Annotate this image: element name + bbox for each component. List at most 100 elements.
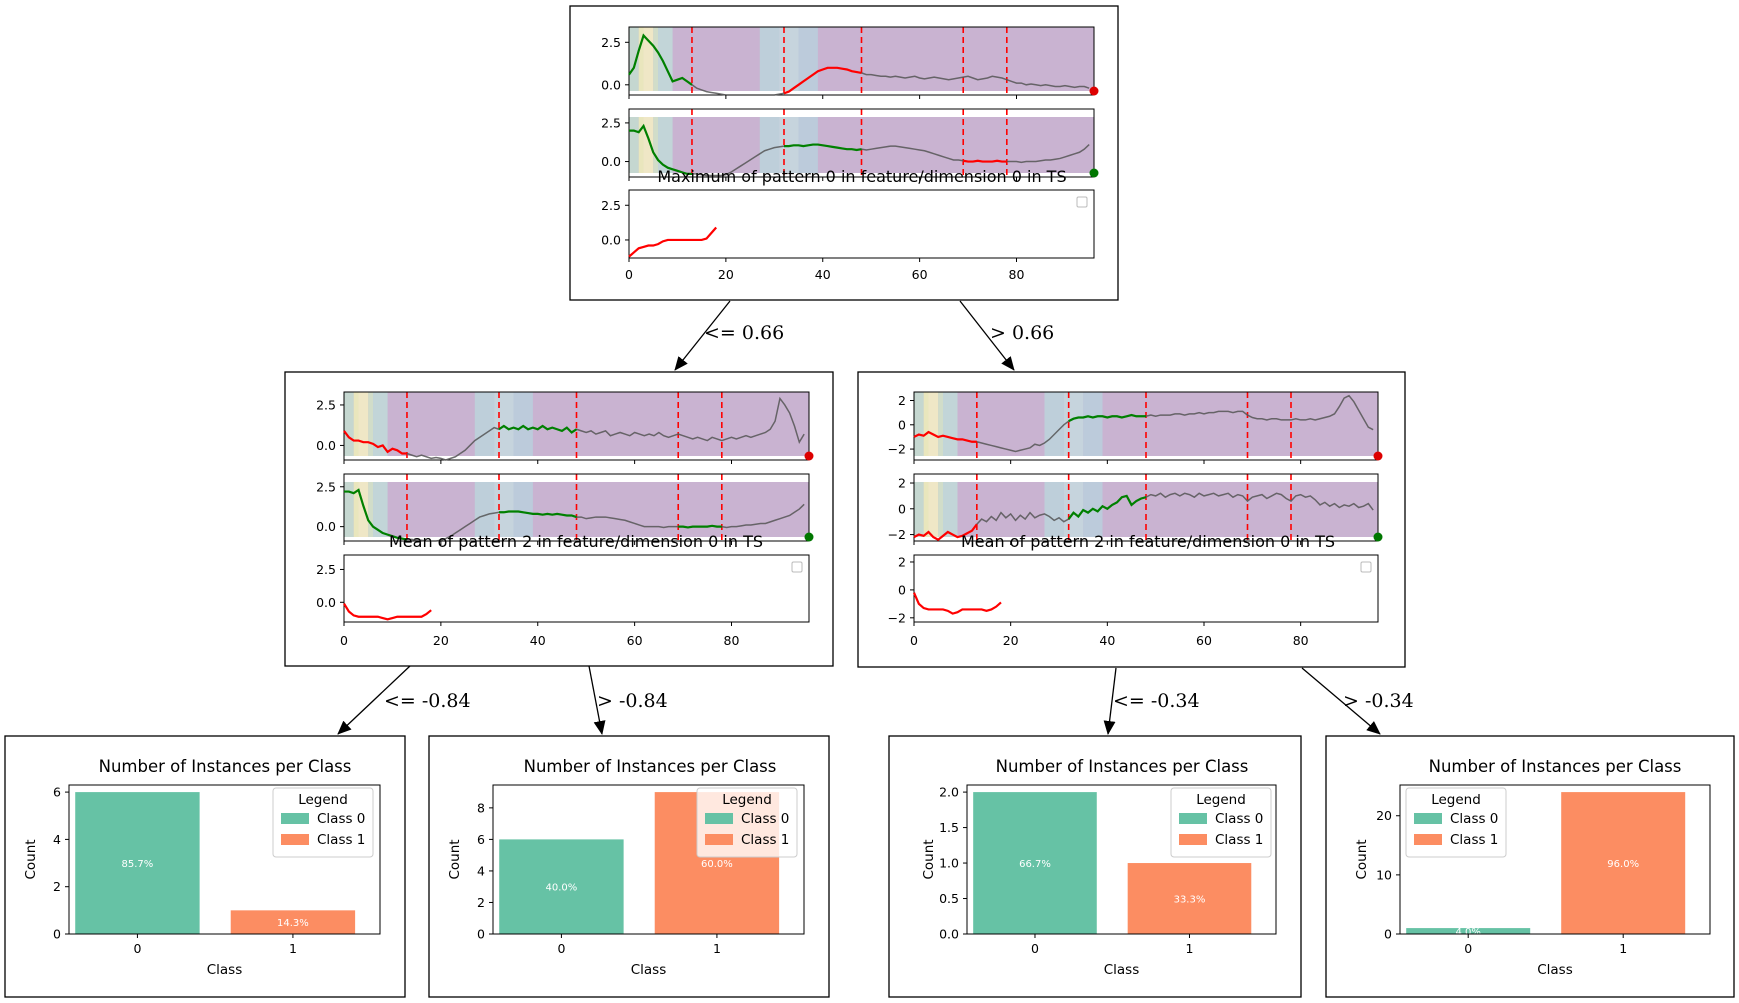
legend-title: Legend xyxy=(1431,792,1481,808)
heatmap-band xyxy=(353,392,359,456)
leaf-0-chart: Number of Instances per Class 85.7% 14.3% 0… xyxy=(23,757,381,978)
series-end-marker xyxy=(1373,451,1383,461)
x-tick-label: 60 xyxy=(627,633,643,648)
highlight-segment xyxy=(343,603,432,621)
bar-percent-label: 33.3% xyxy=(1174,895,1206,906)
highlight-segment xyxy=(1068,413,1146,423)
heatmap-band xyxy=(658,27,673,91)
legend-swatch xyxy=(281,813,309,824)
legend-entry: Class 1 xyxy=(317,832,365,848)
heatmap-band xyxy=(358,482,369,537)
legend-entry: Class 0 xyxy=(317,811,365,827)
x-tick-label: 80 xyxy=(1293,633,1309,648)
y-tick-label: 1.5 xyxy=(939,820,959,835)
leaf-2-chart: Number of Instances per Class 66.7% 33.3% 0… xyxy=(921,757,1277,978)
edge-right-leaf3: > -0.34 xyxy=(1301,667,1414,735)
y-tick-label: 20 xyxy=(1376,808,1392,823)
bar-percent-label: 96.0% xyxy=(1607,859,1639,870)
panel-frame xyxy=(913,554,1379,623)
x-tick-label: 20 xyxy=(1003,633,1019,648)
x-tick-label: 0 xyxy=(1464,941,1472,956)
panel-frame xyxy=(343,554,810,623)
heatmap-band xyxy=(643,117,654,173)
x-tick-label: 1 xyxy=(1186,941,1194,956)
legend-swatch xyxy=(1414,834,1442,845)
bar-percent-label: 85.7% xyxy=(122,859,154,870)
axes-frame xyxy=(68,784,381,935)
edge-root-left: <= 0.66 xyxy=(674,300,784,371)
y-tick-label: 0.0 xyxy=(601,154,621,169)
y-tick-label: 8 xyxy=(477,800,485,815)
x-tick-label: 40 xyxy=(815,267,831,282)
heatmap-band xyxy=(779,27,799,91)
highlight-segment xyxy=(628,226,718,258)
heatmap-band xyxy=(928,482,939,537)
legend: Legend Class 0 Class 1 xyxy=(1170,787,1272,858)
heatmap-band xyxy=(474,482,495,537)
y-tick-label: 2.5 xyxy=(316,479,336,494)
node-left-box xyxy=(284,371,834,667)
y-axis-label: Count xyxy=(921,839,937,879)
legend: Legend Class 0 Class 1 xyxy=(696,787,798,858)
bar-class-1 xyxy=(230,910,356,934)
bar-class-0 xyxy=(973,792,1097,934)
legend-entry: Class 1 xyxy=(741,832,789,848)
heatmap-band xyxy=(513,482,533,537)
heatmap-band xyxy=(1083,392,1103,456)
ts-panel-series-a: 2 0 −2 xyxy=(888,391,1383,464)
edge-left-leaf0: <= -0.84 xyxy=(337,665,471,735)
highlight-segment xyxy=(784,143,862,152)
highlight-segment xyxy=(498,424,578,434)
panel-frame xyxy=(628,189,1095,259)
heatmap-band xyxy=(943,392,958,456)
leaf-1-box xyxy=(428,735,830,998)
x-tick-label: 60 xyxy=(912,267,928,282)
leaf-3-chart: Number of Instances per Class 4.0% 96.0% 0 1… xyxy=(1354,757,1711,978)
highlight-segment xyxy=(344,488,408,541)
heatmap-band xyxy=(629,27,639,91)
y-tick-label: 2.5 xyxy=(316,397,336,412)
heatmap-band xyxy=(344,392,354,456)
x-tick-label: 1 xyxy=(289,941,297,956)
highlight-segment xyxy=(629,123,692,176)
leaf-title: Number of Instances per Class xyxy=(996,757,1249,776)
legend-title: Legend xyxy=(1196,792,1246,808)
leaf-title: Number of Instances per Class xyxy=(524,757,777,776)
ts-panel-series-b: 2 0 −2 xyxy=(888,473,1383,545)
x-tick-label: 0 xyxy=(1031,941,1039,956)
series-end-marker xyxy=(1089,168,1099,178)
edge-label: <= -0.84 xyxy=(384,690,471,712)
panel-frame xyxy=(913,391,1379,461)
heatmap-band xyxy=(653,117,659,173)
y-tick-label: 0.0 xyxy=(316,438,336,453)
panel-frame xyxy=(628,26,1095,96)
legend-entry: Class 0 xyxy=(1215,811,1263,827)
heatmap-band xyxy=(923,482,929,537)
bar-class-0 xyxy=(499,839,624,934)
heatmap-band xyxy=(373,392,388,456)
heatmap-band xyxy=(653,27,659,91)
heatmap-band xyxy=(1063,392,1084,456)
ts-panel-series-a: 2.5 0.0 xyxy=(601,26,1099,99)
node-root-chart: 2.5 0.0 2.5 0.0 2.5 0.0 Maximum of pattern 0 i… xyxy=(601,26,1099,282)
x-tick-label: 0 xyxy=(557,941,565,956)
legend-swatch xyxy=(1179,813,1207,824)
ts-panel-series-b: 2.5 0.0 xyxy=(316,473,814,545)
empty-legend-box xyxy=(1076,196,1088,208)
panel-frame xyxy=(913,473,1379,542)
axes-frame xyxy=(492,784,805,935)
axes-frame xyxy=(1399,784,1711,935)
legend-swatch xyxy=(1414,813,1442,824)
y-tick-label: 0 xyxy=(898,501,906,516)
y-tick-label: 2 xyxy=(53,879,61,894)
heatmap-band xyxy=(368,482,374,537)
highlight-segment xyxy=(913,430,977,443)
x-tick-label: 20 xyxy=(718,267,734,282)
legend-swatch xyxy=(705,834,733,845)
edge-label: > 0.66 xyxy=(990,322,1054,344)
y-tick-label: 2 xyxy=(898,554,906,569)
panel-frame xyxy=(343,473,810,542)
y-tick-label: 4 xyxy=(477,863,485,878)
